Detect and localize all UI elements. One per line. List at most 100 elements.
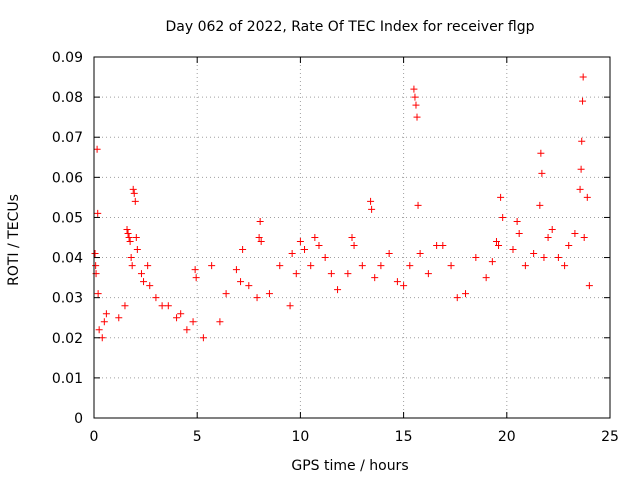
- data-point: [94, 209, 102, 217]
- data-point: [350, 242, 358, 250]
- axis-ticks: 0 0.01 0.02 0.03 0.04 0.05 0.06 0.07 0.08 0.09 0 5 1…: [52, 50, 619, 445]
- data-point: [311, 234, 319, 241]
- data-point: [499, 213, 507, 221]
- data-point: [296, 238, 304, 246]
- data-point: [327, 270, 335, 278]
- data-point: [412, 101, 420, 109]
- data-point: [286, 302, 294, 310]
- data-point: [208, 262, 216, 270]
- data-point: [513, 217, 521, 225]
- data-point: [368, 205, 376, 213]
- data-point: [130, 189, 138, 197]
- x-axis-label: GPS time / hours: [291, 458, 408, 474]
- y-tick-label: 0.01: [52, 371, 83, 387]
- data-point: [133, 246, 141, 254]
- plot-frame: [93, 56, 611, 419]
- grid-lines: [94, 57, 610, 418]
- data-point: [158, 302, 166, 310]
- data-point: [410, 85, 418, 93]
- data-point: [393, 278, 401, 286]
- data-point: [164, 302, 172, 310]
- data-point: [580, 234, 588, 241]
- data-point: [577, 165, 585, 173]
- data-point: [509, 246, 517, 254]
- data-point: [232, 266, 240, 274]
- data-point: [358, 262, 366, 270]
- data-point: [538, 169, 546, 177]
- data-point: [576, 185, 584, 193]
- data-point: [495, 242, 503, 250]
- data-point: [183, 326, 191, 334]
- data-point: [91, 250, 99, 258]
- data-point: [102, 310, 110, 318]
- data-point: [334, 286, 342, 294]
- data-point: [307, 262, 315, 270]
- data-point: [579, 73, 587, 81]
- y-tick-label: 0.06: [52, 170, 83, 186]
- data-point: [100, 318, 108, 326]
- data-point: [406, 262, 414, 270]
- data-point: [447, 262, 455, 270]
- data-point: [414, 201, 422, 209]
- data-point: [377, 262, 385, 270]
- y-tick-label: 0.04: [52, 251, 83, 267]
- data-point: [177, 310, 185, 318]
- data-point: [515, 229, 523, 237]
- data-point: [321, 254, 329, 262]
- data-point: [131, 197, 139, 205]
- data-point: [497, 193, 505, 201]
- x-tick-label: 5: [193, 429, 202, 445]
- x-tick-label: 10: [291, 429, 309, 445]
- data-point: [125, 234, 133, 241]
- data-point: [344, 270, 352, 278]
- data-point: [137, 270, 145, 278]
- data-point: [544, 234, 552, 241]
- data-point: [256, 217, 264, 225]
- data-point: [540, 254, 548, 262]
- data-point: [173, 314, 181, 322]
- data-point: [433, 242, 441, 250]
- data-point: [192, 274, 200, 282]
- data-point: [439, 242, 447, 250]
- y-tick-label: 0.05: [52, 210, 83, 226]
- data-point: [411, 93, 419, 101]
- data-point: [140, 278, 148, 286]
- data-point: [128, 262, 136, 270]
- data-point: [482, 274, 490, 282]
- data-point: [152, 294, 160, 302]
- data-point: [578, 137, 586, 145]
- data-point: [348, 234, 356, 241]
- data-point: [554, 254, 562, 262]
- y-tick-label: 0.07: [52, 130, 83, 146]
- data-point: [127, 254, 135, 262]
- data-point: [548, 225, 556, 233]
- data-point: [571, 229, 579, 237]
- data-point: [424, 270, 432, 278]
- data-point: [371, 274, 379, 282]
- data-points: [91, 73, 593, 342]
- data-point: [536, 201, 544, 209]
- data-point: [126, 238, 134, 246]
- data-point: [453, 294, 461, 302]
- x-tick-label: 15: [395, 429, 413, 445]
- y-tick-label: 0.09: [52, 50, 83, 66]
- data-point: [216, 318, 224, 326]
- data-point: [255, 234, 263, 241]
- data-point: [416, 250, 424, 258]
- data-point: [146, 282, 154, 290]
- data-point: [537, 149, 545, 157]
- data-point: [129, 185, 137, 193]
- data-point: [315, 242, 323, 250]
- data-point: [492, 238, 500, 246]
- data-point: [400, 282, 408, 290]
- data-point: [276, 262, 284, 270]
- data-point: [121, 302, 129, 310]
- data-point: [521, 262, 529, 270]
- data-point: [530, 250, 538, 258]
- data-point: [199, 334, 207, 342]
- x-tick-label: 20: [498, 429, 516, 445]
- data-point: [191, 266, 199, 274]
- y-tick-label: 0.03: [52, 291, 83, 307]
